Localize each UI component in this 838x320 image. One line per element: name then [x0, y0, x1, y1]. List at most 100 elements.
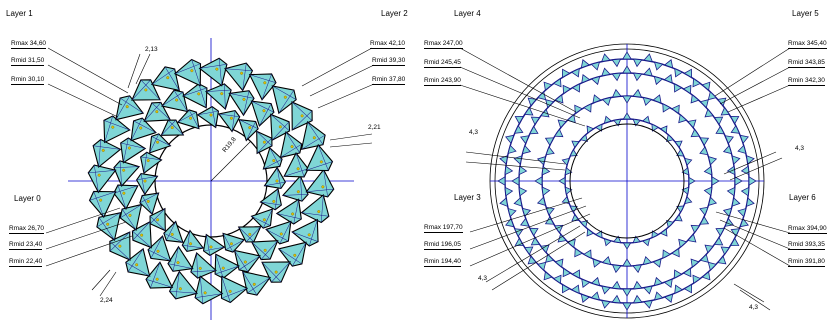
leader-line: [329, 142, 373, 148]
detector-module: [674, 67, 684, 78]
detector-module: [681, 186, 690, 196]
detector-module: [238, 118, 259, 142]
detector-module: [663, 59, 674, 69]
detector-module: [536, 261, 547, 272]
dim-2-24: 2,24: [100, 297, 113, 304]
detector-module: [120, 137, 147, 164]
detector-module: [684, 195, 693, 205]
detector-module: [499, 155, 509, 165]
detector-module: [632, 118, 642, 127]
layer-4-label: Layer 4: [454, 9, 481, 18]
detector-module: [722, 144, 733, 155]
detector-module: [594, 123, 603, 132]
detector-module: [160, 119, 185, 136]
l2-rmin-callout: Rmin 37,80: [372, 76, 406, 85]
detector-module: [92, 138, 122, 168]
leader-line: [733, 283, 765, 303]
detector-module: [612, 235, 622, 244]
detector-module: [622, 302, 632, 311]
l4-rmid-callout: Rmid 245,45: [424, 59, 461, 68]
detector-module: [250, 240, 279, 261]
detector-module: [690, 224, 701, 234]
detector-module: [603, 238, 613, 247]
leader-line: [491, 231, 586, 291]
l1-rmid-callout: Rmid 31,50: [11, 57, 45, 66]
detector-module: [713, 236, 724, 246]
detector-module: [678, 113, 688, 124]
detector-module: [592, 258, 602, 268]
detector-module: [663, 278, 673, 288]
leader-line: [459, 66, 581, 119]
detector-module: [265, 220, 292, 245]
dim-4-3-bottom-left: 4,3: [478, 275, 488, 282]
detector-module: [611, 294, 622, 304]
detector-module: [530, 116, 541, 126]
detector-module: [523, 106, 534, 116]
l5-rmax-callout: Rmax 345,40: [788, 40, 827, 49]
detector-module: [652, 258, 662, 268]
detector-module: [699, 99, 709, 109]
detector-module: [504, 165, 514, 176]
detector-module: [701, 270, 711, 281]
detector-module: [603, 115, 613, 124]
detector-module: [720, 106, 731, 116]
detector-module: [224, 62, 254, 92]
detector-module: [586, 228, 595, 237]
detector-module: [569, 205, 578, 214]
detector-module: [652, 94, 662, 104]
detector-module: [552, 77, 562, 88]
detector-module: [622, 51, 632, 60]
l6-rmid-callout: Rmid 393,35: [788, 241, 825, 250]
detector-module: [730, 124, 741, 134]
detector-module: [590, 276, 601, 287]
detector-module: [643, 285, 653, 295]
detector-module: [562, 84, 572, 95]
l4-rmin-callout: Rmin 243,90: [424, 77, 461, 86]
detector-module: [263, 166, 287, 190]
detector-module: [581, 278, 591, 288]
detector-module: [711, 176, 720, 186]
detector-module: [731, 197, 741, 207]
detector-module: [275, 198, 302, 225]
leader-line: [715, 211, 791, 234]
detector-module: [683, 68, 693, 79]
detector-module: [662, 103, 672, 113]
leader-line: [45, 235, 133, 267]
detector-module: [222, 232, 246, 253]
detector-module: [701, 81, 711, 92]
detector-module: [611, 264, 622, 274]
detector-module: [529, 227, 539, 237]
l5-rmin-callout: Rmin 342,30: [788, 77, 825, 86]
detector-module: [507, 144, 517, 155]
detector-module: [281, 175, 309, 202]
detector-module: [529, 125, 539, 135]
dim-4-3-left: 4,3: [469, 129, 479, 136]
detector-module: [163, 220, 184, 244]
detector-module: [250, 100, 275, 127]
detector-module: [601, 255, 612, 266]
detector-module: [571, 269, 581, 279]
detector-module: [270, 113, 291, 142]
dim-2-13: 2,13: [145, 46, 158, 53]
detector-module: [720, 246, 731, 256]
l0-rmid-callout: Rmid 23,40: [9, 241, 43, 250]
leader-line: [719, 219, 791, 250]
detector-module: [682, 267, 692, 278]
detector-module: [688, 176, 696, 186]
detector-module: [690, 258, 700, 268]
detector-module: [277, 241, 307, 267]
detector-module: [687, 119, 697, 129]
detector-module: [653, 276, 664, 287]
detector-module: [580, 293, 591, 303]
detector-module: [740, 186, 750, 197]
detector-module: [745, 155, 755, 165]
detector-module: [632, 235, 642, 244]
detector-module: [715, 125, 725, 135]
detector-module: [540, 244, 550, 254]
detector-module: [707, 261, 718, 272]
detector-module: [190, 251, 217, 279]
detector-module: [622, 242, 632, 250]
leader-line: [47, 47, 129, 94]
detector-module: [167, 245, 194, 272]
